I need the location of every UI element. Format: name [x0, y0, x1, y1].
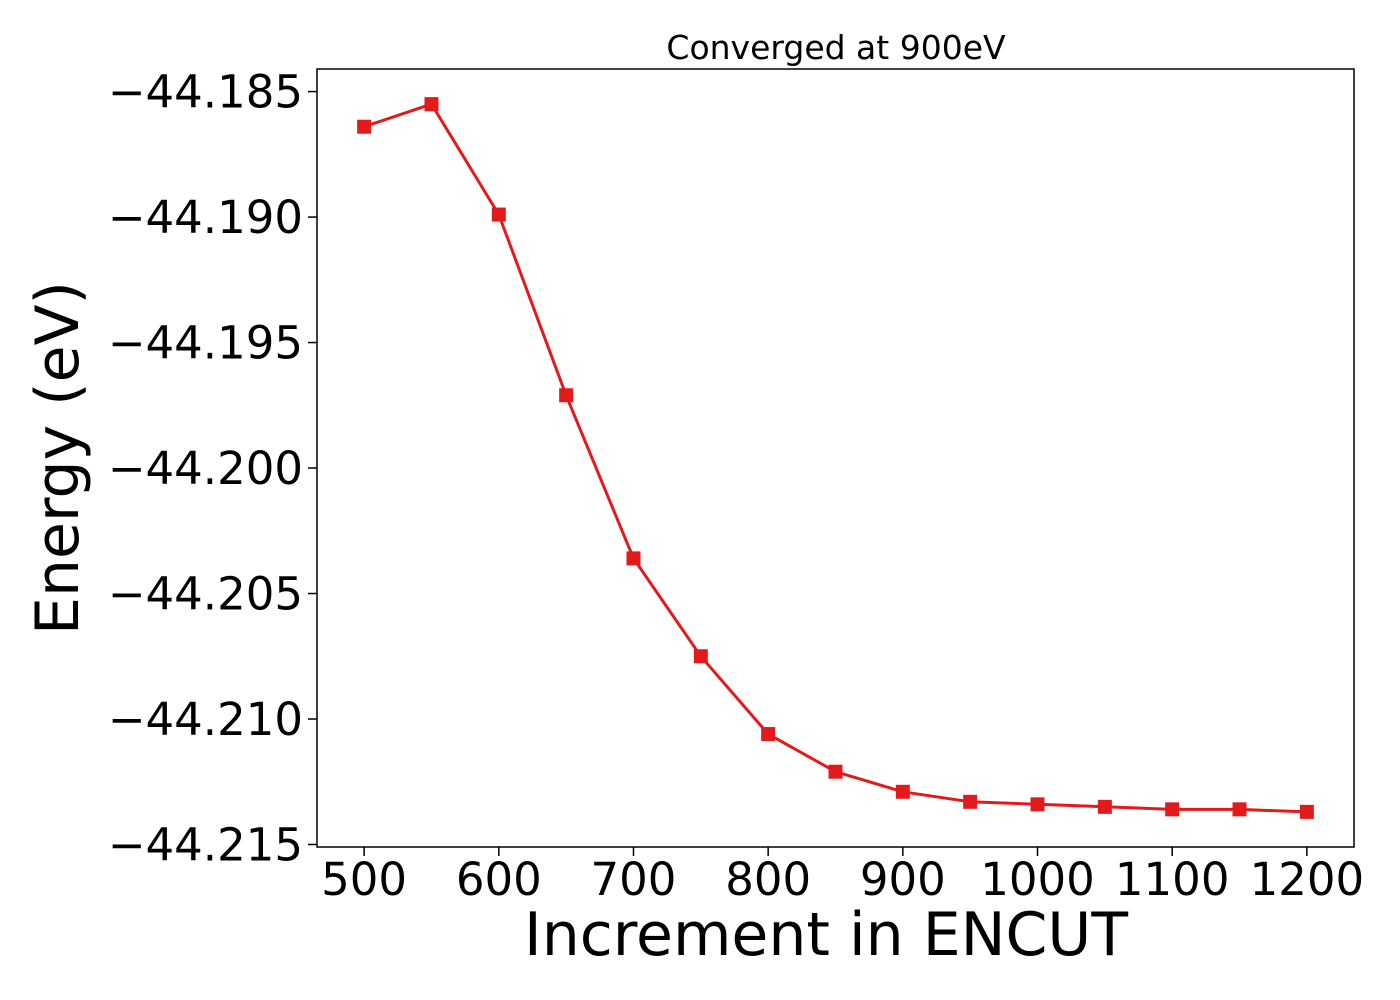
- data-point: [1097, 799, 1112, 814]
- y-tick-label: −44.210: [108, 693, 303, 746]
- x-tick-label: 1100: [1115, 853, 1230, 906]
- x-tick-label: 500: [321, 853, 407, 906]
- y-tick-label: −44.205: [108, 568, 303, 621]
- data-point: [1165, 802, 1180, 817]
- data-point: [491, 207, 506, 222]
- data-point: [761, 727, 776, 742]
- chart-title: Converged at 900eV: [666, 28, 1006, 67]
- y-tick-label: −44.195: [108, 317, 303, 370]
- x-tick-label: 700: [591, 853, 677, 906]
- x-tick-label: 1200: [1250, 853, 1365, 906]
- data-point: [828, 764, 843, 779]
- x-tick-label: 1000: [980, 853, 1095, 906]
- x-axis-title: Increment in ENCUT: [524, 900, 1128, 970]
- y-tick-label: −44.200: [108, 442, 303, 495]
- x-tick-label: 600: [456, 853, 542, 906]
- y-tick-label: −44.185: [108, 66, 303, 119]
- data-point: [963, 794, 978, 809]
- x-tick-label: 800: [725, 853, 811, 906]
- data-point: [357, 119, 372, 134]
- data-point: [1232, 802, 1247, 817]
- y-axis-ticks: −44.185 −44.190 −44.195 −44.200 −44.205 −44.2…: [108, 66, 317, 871]
- y-tick-label: −44.215: [108, 818, 303, 871]
- y-axis-title: Energy (eV): [23, 281, 93, 635]
- x-axis-ticks: 500 600 700 800 900 1000 1100 1200: [321, 847, 1364, 906]
- plot-frame: [316, 68, 1355, 848]
- data-point: [1030, 797, 1045, 812]
- series-layer: [357, 97, 1314, 819]
- data-point: [1299, 804, 1314, 819]
- data-point: [559, 388, 574, 403]
- data-point: [424, 97, 439, 112]
- x-tick-label: 900: [860, 853, 946, 906]
- data-point: [895, 784, 910, 799]
- y-tick-label: −44.190: [108, 191, 303, 244]
- data-point: [626, 551, 641, 566]
- data-point: [693, 649, 708, 664]
